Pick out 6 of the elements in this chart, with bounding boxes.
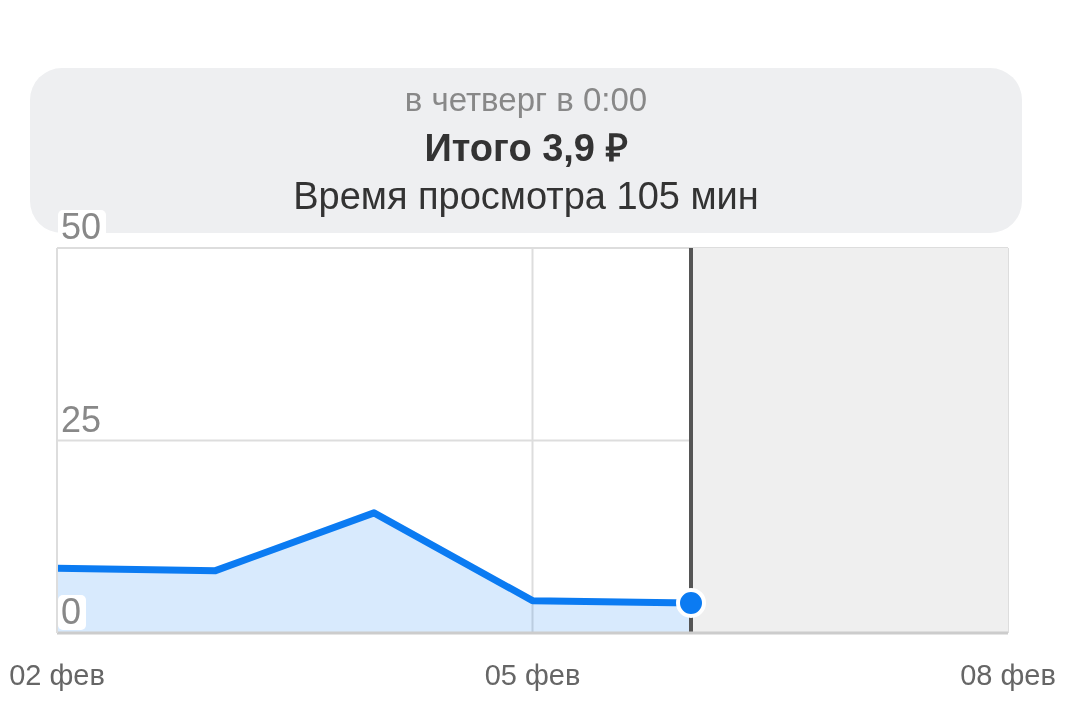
y-tick-label: 50 [61,206,102,247]
y-tick-label: 25 [61,398,102,440]
x-tick-label: 02 фев [9,659,105,691]
x-tick-label: 05 фев [484,659,581,691]
x-tick-label: 08 фев [960,659,1056,691]
y-tick-label: 0 [61,591,82,632]
